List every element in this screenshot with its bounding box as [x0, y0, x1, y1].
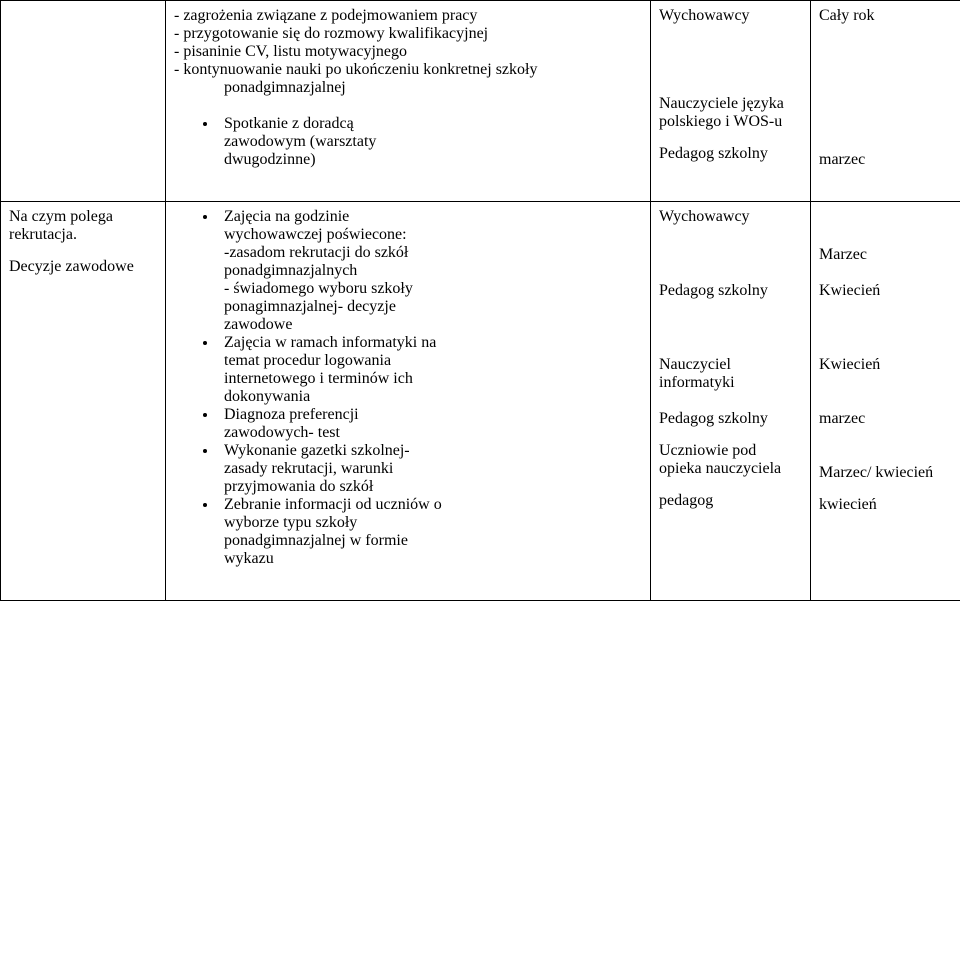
text: Wychowawcy: [659, 208, 802, 226]
bullet-text: zasady rekrutacji, warunki: [224, 460, 393, 477]
bullet-text: internetowego i terminów ich: [224, 370, 413, 387]
bullet-text: ponadgimnazjalnej w formie: [224, 532, 408, 549]
bullet-text: - świadomego wyboru szkoły: [224, 280, 413, 297]
bullet-list: Spotkanie z doradcą zawodowym (warsztaty…: [174, 115, 642, 169]
bullet-text: Wykonanie gazetki szkolnej-: [224, 442, 410, 459]
bullet-text: wychowawczej poświecone:: [224, 226, 407, 243]
responsible-cell: Wychowawcy Pedagog szkolny Nauczyciel in…: [651, 202, 811, 601]
text: Nauczyciel informatyki: [659, 356, 802, 392]
list-item: Zajęcia na godzinie wychowawczej poświec…: [218, 208, 642, 334]
text: Uczniowie pod opieka nauczyciela: [659, 442, 802, 478]
text: Marzec: [819, 246, 952, 264]
bullet-text: zawodowe: [224, 316, 292, 333]
bullet-text: -zasadom rekrutacji do szkół: [224, 244, 408, 261]
text: marzec: [819, 151, 952, 169]
text: kwiecień: [819, 496, 952, 514]
text: Na czym polega rekrutacja.: [9, 208, 157, 244]
table-row: Na czym polega rekrutacja. Decyzje zawod…: [1, 202, 960, 601]
paragraph: - zagrożenia związane z podejmowaniem pr…: [174, 7, 642, 25]
list-item: Wykonanie gazetki szkolnej- zasady rekru…: [218, 442, 642, 496]
bullet-text: ponagimnazjalnej- decyzje: [224, 298, 396, 315]
list-item: Spotkanie z doradcą zawodowym (warsztaty…: [218, 115, 642, 169]
bullet-text: dwugodzinne): [224, 151, 316, 168]
bullet-list: Zajęcia na godzinie wychowawczej poświec…: [174, 208, 642, 568]
text: Cały rok: [819, 7, 952, 25]
bullet-text: Zajęcia na godzinie: [224, 208, 349, 225]
text: Nauczyciele języka polskiego i WOS-u: [659, 95, 802, 131]
text: Pedagog szkolny: [659, 282, 802, 300]
bullet-text: Zebranie informacji od uczniów o: [224, 496, 442, 513]
topic-cell: [1, 1, 166, 202]
activities-cell: - zagrożenia związane z podejmowaniem pr…: [166, 1, 651, 202]
paragraph: - pisaninie CV, listu motywacyjnego: [174, 43, 642, 61]
topic-cell: Na czym polega rekrutacja. Decyzje zawod…: [1, 202, 166, 601]
bullet-text: przyjmowania do szkół: [224, 478, 373, 495]
bullet-text: Diagnoza preferencji: [224, 406, 359, 423]
activities-cell: Zajęcia na godzinie wychowawczej poświec…: [166, 202, 651, 601]
text: Decyzje zawodowe: [9, 258, 157, 276]
text: marzec: [819, 410, 952, 428]
text: Pedagog szkolny: [659, 410, 802, 428]
text: Kwiecień: [819, 282, 952, 300]
text: Marzec/ kwiecień: [819, 464, 952, 482]
bullet-text: zawodowych- test: [224, 424, 340, 441]
timeline-cell: Cały rok marzec: [811, 1, 960, 202]
bullet-text: dokonywania: [224, 388, 310, 405]
bullet-text: Zajęcia w ramach informatyki na: [224, 334, 436, 351]
text: pedagog: [659, 492, 802, 510]
responsible-cell: Wychowawcy Nauczyciele języka polskiego …: [651, 1, 811, 202]
text: Kwiecień: [819, 356, 952, 374]
timeline-cell: Marzec Kwiecień Kwiecień marzec Marzec/ …: [811, 202, 960, 601]
bullet-text: Spotkanie z doradcą: [224, 115, 354, 132]
list-item: Zajęcia w ramach informatyki na temat pr…: [218, 334, 642, 406]
bullet-text: wykazu: [224, 550, 274, 567]
list-item: Diagnoza preferencji zawodowych- test: [218, 406, 642, 442]
bullet-text: temat procedur logowania: [224, 352, 391, 369]
list-item: Zebranie informacji od uczniów o wyborze…: [218, 496, 642, 568]
paragraph: - przygotowanie się do rozmowy kwalifika…: [174, 25, 642, 43]
bullet-text: ponadgimnazjalnych: [224, 262, 357, 279]
text: Wychowawcy: [659, 7, 802, 25]
table-row: - zagrożenia związane z podejmowaniem pr…: [1, 1, 960, 202]
bullet-text: wyborze typu szkoły: [224, 514, 357, 531]
paragraph: - kontynuowanie nauki po ukończeniu konk…: [174, 61, 642, 97]
bullet-text: zawodowym (warsztaty: [224, 133, 376, 150]
text: Pedagog szkolny: [659, 145, 802, 163]
document-table: - zagrożenia związane z podejmowaniem pr…: [0, 0, 960, 601]
